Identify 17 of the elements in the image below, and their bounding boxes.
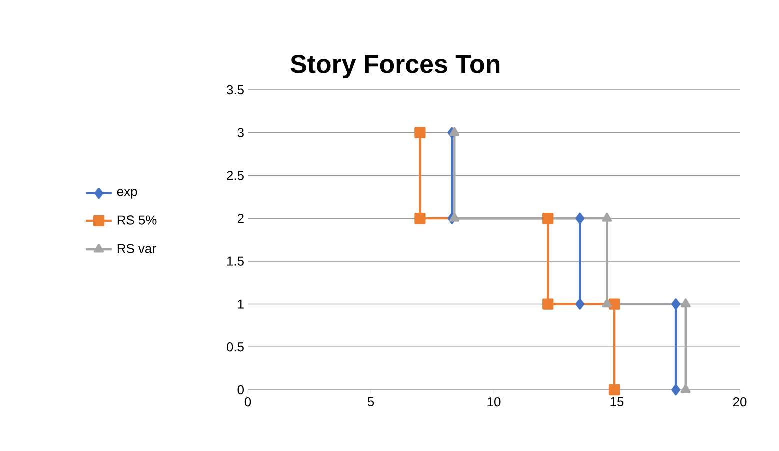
y-tick-label: 0 xyxy=(238,385,244,395)
x-tick-label: 20 xyxy=(733,398,747,407)
y-tick-label: 0.5 xyxy=(226,342,244,352)
y-tick-label: 1.5 xyxy=(227,256,244,266)
legend-label: RS var xyxy=(118,244,156,254)
legend-label: RS 5% xyxy=(118,216,157,225)
y-tick-label: 2 xyxy=(238,214,244,224)
y-tick-label: 3 xyxy=(238,128,244,138)
chart-title: Story Forces Ton xyxy=(290,55,500,78)
x-tick-label: 15 xyxy=(610,398,624,407)
y-tick-label: 3.5 xyxy=(226,85,244,95)
x-tick-label: 5 xyxy=(368,398,374,407)
legend-label: exp xyxy=(117,189,138,199)
y-tick-label: 2.5 xyxy=(227,171,244,180)
x-tick-label: 0 xyxy=(244,398,252,407)
x-tick-label: 10 xyxy=(488,398,501,407)
y-tick-label: 1 xyxy=(238,300,244,309)
